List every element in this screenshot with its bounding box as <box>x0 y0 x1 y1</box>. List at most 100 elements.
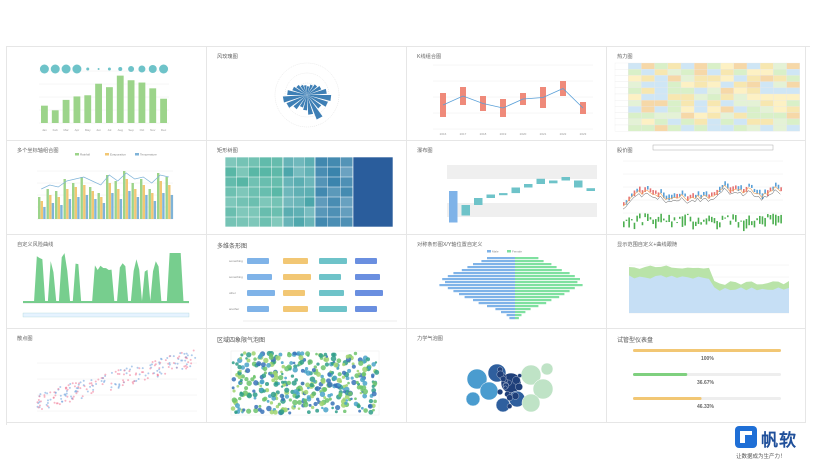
bubble <box>360 377 366 383</box>
bar <box>51 110 59 123</box>
bubble <box>374 361 378 364</box>
male-bar <box>459 293 515 296</box>
card-scatter[interactable]: 散点图 <box>7 329 207 423</box>
candle <box>695 194 697 199</box>
brand-name: 帆软 <box>761 431 797 450</box>
heat-cell <box>680 100 695 107</box>
heat-cell <box>760 87 774 95</box>
heat-cell <box>746 87 761 95</box>
heat-cell <box>733 81 748 88</box>
bubble <box>320 365 326 371</box>
treemap-cell <box>224 156 237 168</box>
heat-cell <box>720 124 734 132</box>
male-bar <box>473 299 515 302</box>
rose-petal <box>282 95 307 103</box>
card-tube-gauge[interactable]: 试管型仪表盘 100% 36.67% 46.33% <box>607 329 806 423</box>
bubble <box>292 351 297 356</box>
scatter-point <box>187 361 190 364</box>
bubble <box>319 401 325 407</box>
scatter-point <box>144 374 147 377</box>
logo-icon <box>735 426 757 448</box>
card-range-area[interactable]: 显示范围自定义+曲线跟随 <box>607 235 806 329</box>
heat-cell <box>773 81 787 88</box>
bubble <box>363 408 368 413</box>
scatter-point <box>168 362 171 365</box>
heat-cell <box>720 93 734 101</box>
pyramid-chart: Male Female <box>439 250 583 320</box>
candle <box>740 185 742 190</box>
waterfall-bar <box>499 193 508 196</box>
scatter-point <box>121 384 124 387</box>
waterfall-chart <box>447 165 597 223</box>
scatter-point <box>94 380 97 383</box>
heat-cell <box>786 100 800 107</box>
heat-cell <box>641 93 655 101</box>
dimension-bar <box>319 274 341 280</box>
legend-swatch <box>487 250 491 253</box>
wind-rose-chart <box>274 62 340 128</box>
card-force-bubble[interactable]: 力学气泡图 <box>407 329 607 423</box>
card-pyramid[interactable]: 对称条形图X/Y轴位置自定义 Male Female <box>407 235 607 329</box>
treemap-cell <box>293 196 305 208</box>
candle <box>756 189 758 194</box>
bubble <box>323 396 327 400</box>
bubble <box>306 395 311 400</box>
candle <box>657 192 660 198</box>
treemap-cell <box>236 206 249 218</box>
scatter-point <box>114 370 117 373</box>
bubble <box>331 406 334 410</box>
tick-label: 2018 <box>480 132 487 136</box>
scatter-point <box>118 384 121 387</box>
card-treemap[interactable]: 矩形树图 <box>207 141 407 235</box>
card-multi-bar[interactable]: 多维条形图 something something other another <box>207 235 407 329</box>
bar <box>142 185 145 219</box>
heat-cell <box>746 69 761 76</box>
male-bar <box>478 302 515 305</box>
card-wind-rose[interactable]: 风玫瑰图 <box>207 47 407 141</box>
bubble <box>323 356 330 363</box>
card-risk-curve[interactable]: 自定义风险曲线 <box>7 235 207 329</box>
heat-cell <box>654 112 668 119</box>
heat-cell <box>760 106 774 113</box>
bubble <box>311 368 316 373</box>
heat-cell <box>654 106 668 113</box>
bubble <box>159 64 169 74</box>
scatter-point <box>178 355 181 358</box>
scatter-point <box>185 352 188 355</box>
bubble <box>321 406 324 410</box>
bubble <box>86 67 90 71</box>
heat-cell <box>654 118 668 126</box>
treemap-cell <box>327 186 341 198</box>
volume-bar <box>732 214 734 220</box>
card-heatmap[interactable]: 热力图 <box>607 47 806 141</box>
card-candle-combo[interactable]: K线组合图 2016 2017 2018 2019 2020 2021 2022 2023 <box>407 47 607 141</box>
bar <box>55 191 58 219</box>
scatter-point <box>190 354 193 357</box>
bubble <box>309 383 314 388</box>
card-multi-axis[interactable]: 多个坐标轴组合图 Rainfall Evaporation Temperature <box>7 141 207 235</box>
heat-cell <box>746 81 761 88</box>
scatter-point <box>158 362 161 365</box>
card-quadrant-bubble[interactable]: 区域四象限气泡图 <box>207 329 407 423</box>
bubble <box>300 368 305 373</box>
bar <box>46 189 49 219</box>
bubble <box>284 387 290 393</box>
heat-cell <box>614 62 629 70</box>
card-bubble-bar[interactable]: Jan Feb Mar Apr May Jun Jul Aug Sep Oct Nov Dec <box>7 47 207 141</box>
candle <box>729 187 732 194</box>
gauge-value: 46.33% <box>697 404 714 410</box>
bubble <box>239 356 243 360</box>
card-title: 自定义风险曲线 <box>17 242 54 248</box>
heat-cell <box>680 87 695 95</box>
card-stock[interactable]: 股价图 <box>607 141 806 235</box>
heat-cell <box>760 69 774 76</box>
volume-bar <box>740 220 742 222</box>
bubble <box>286 380 292 386</box>
card-waterfall[interactable]: 瀑布图 <box>407 141 607 235</box>
bubble <box>304 367 309 371</box>
card-title: 多个坐标轴组合图 <box>17 148 59 154</box>
volume-bar <box>684 214 686 226</box>
volume-bar <box>769 215 772 220</box>
tick-label: Mar <box>63 128 68 132</box>
bubble <box>262 389 266 393</box>
